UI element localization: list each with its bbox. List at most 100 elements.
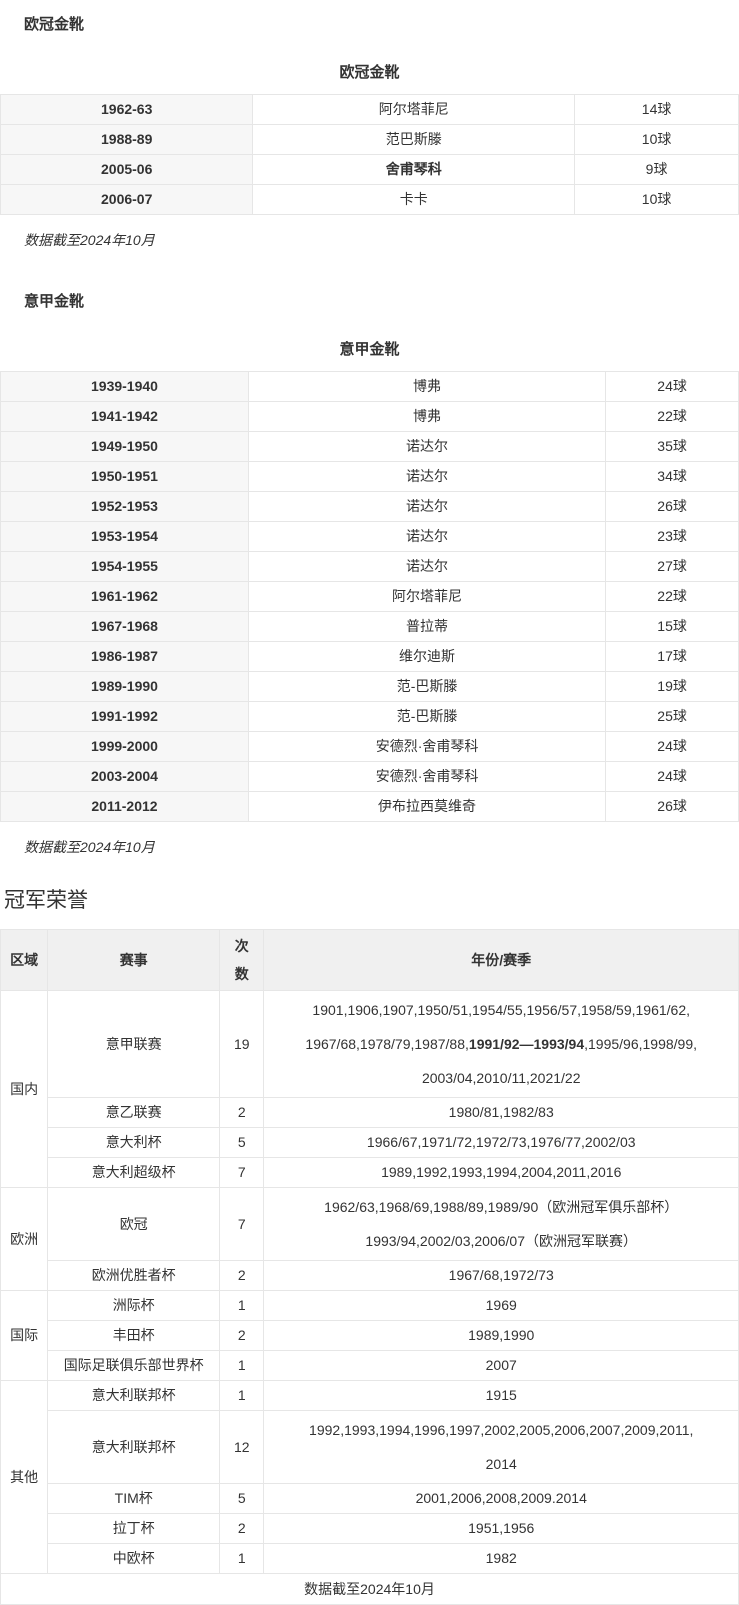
golden-boot-row: 1991-1992 范-巴斯滕 25球 bbox=[0, 701, 739, 732]
golden-boot-row: 1953-1954 诺达尔 23球 bbox=[0, 521, 739, 552]
data-cutoff-note: 数据截至2024年10月 bbox=[24, 232, 155, 248]
golden-boot-row: 1961-1962 阿尔塔菲尼 22球 bbox=[0, 581, 739, 612]
event-cell: 中欧杯 bbox=[47, 1543, 221, 1574]
season-cell: 1988-89 bbox=[0, 124, 254, 155]
golden-boot-row: 2006-07 卡卡 10球 bbox=[0, 184, 739, 215]
golden-boot-row: 2011-2012 伊布拉西莫维奇 26球 bbox=[0, 791, 739, 822]
honors-row: 拉丁杯 2 1951,1956 bbox=[1, 1513, 739, 1544]
goals-cell: 34球 bbox=[605, 461, 739, 492]
count-cell: 19 bbox=[219, 990, 265, 1098]
ucl-golden-boot-table: 1962-63 阿尔塔菲尼 14球 1988-89 范巴斯滕 10球 2005-06 舍甫琴科… bbox=[0, 94, 739, 215]
column-header-region: 区域 bbox=[0, 929, 49, 991]
golden-boot-row: 1988-89 范巴斯滕 10球 bbox=[0, 124, 739, 155]
region-cell: 国际 bbox=[0, 1290, 49, 1381]
goals-cell: 26球 bbox=[605, 491, 739, 522]
goals-cell: 24球 bbox=[605, 371, 739, 402]
season-cell: 1991-1992 bbox=[0, 701, 249, 732]
count-cell: 1 bbox=[219, 1380, 265, 1411]
honors-row: 意大利联邦杯 12 1992,1993,1994,1996,1997,2002,20… bbox=[1, 1410, 739, 1484]
golden-boot-row: 1949-1950 诺达尔 35球 bbox=[0, 431, 739, 462]
honors-row: 中欧杯 1 1982 bbox=[1, 1543, 739, 1574]
player-cell: 诺达尔 bbox=[247, 491, 607, 522]
player-cell: 维尔迪斯 bbox=[247, 641, 607, 672]
goals-cell: 19球 bbox=[605, 671, 739, 702]
honors-row: 丰田杯 2 1989,1990 bbox=[1, 1320, 739, 1351]
goals-cell: 9球 bbox=[574, 154, 739, 185]
years-cell: 1980/81,1982/83 bbox=[263, 1097, 739, 1128]
season-cell: 2006-07 bbox=[0, 184, 254, 215]
count-cell: 1 bbox=[219, 1543, 265, 1574]
season-cell: 1986-1987 bbox=[0, 641, 249, 672]
event-cell: 洲际杯 bbox=[47, 1290, 221, 1321]
years-cell: 1982 bbox=[263, 1543, 739, 1574]
goals-cell: 24球 bbox=[605, 731, 739, 762]
count-cell: 2 bbox=[219, 1320, 265, 1351]
season-cell: 1961-1962 bbox=[0, 581, 249, 612]
section-heading-ucl-golden-boot: 欧冠金靴 bbox=[24, 16, 85, 33]
event-cell: 意大利杯 bbox=[47, 1127, 221, 1158]
count-cell: 7 bbox=[219, 1187, 265, 1261]
event-cell: 意甲联赛 bbox=[47, 990, 221, 1098]
honors-row: 欧洲优胜者杯 2 1967/68,1972/73 bbox=[1, 1260, 739, 1291]
season-cell: 1941-1942 bbox=[0, 401, 249, 432]
region-cell: 国内 bbox=[0, 990, 49, 1188]
goals-cell: 24球 bbox=[605, 761, 739, 792]
goals-cell: 17球 bbox=[605, 641, 739, 672]
season-cell: 1962-63 bbox=[0, 94, 254, 125]
player-cell: 普拉蒂 bbox=[247, 611, 607, 642]
golden-boot-row: 1941-1942 博弗 22球 bbox=[0, 401, 739, 432]
honors-table: 区域 赛事 次数 年份/赛季 国内 意甲联赛 19 1901,1906,1907,19… bbox=[0, 929, 739, 1605]
season-cell: 1954-1955 bbox=[0, 551, 249, 582]
player-cell: 诺达尔 bbox=[247, 521, 607, 552]
event-cell: 欧洲优胜者杯 bbox=[47, 1260, 221, 1291]
season-cell: 1952-1953 bbox=[0, 491, 249, 522]
years-cell: 1951,1956 bbox=[263, 1513, 739, 1544]
column-header-years: 年份/赛季 bbox=[263, 929, 739, 991]
goals-cell: 26球 bbox=[605, 791, 739, 822]
player-cell: 诺达尔 bbox=[247, 461, 607, 492]
honors-footer-row: 数据截至2024年10月 bbox=[0, 1573, 739, 1605]
region-cell: 欧洲 bbox=[0, 1187, 49, 1291]
goals-cell: 22球 bbox=[605, 401, 739, 432]
player-cell: 卡卡 bbox=[252, 184, 576, 215]
player-cell: 博弗 bbox=[247, 401, 607, 432]
golden-boot-row: 1954-1955 诺达尔 27球 bbox=[0, 551, 739, 582]
honors-header-row: 区域 赛事 次数 年份/赛季 bbox=[0, 929, 739, 991]
honors-row: 国际足联俱乐部世界杯 1 2007 bbox=[1, 1350, 739, 1381]
season-cell: 1939-1940 bbox=[0, 371, 249, 402]
player-cell: 博弗 bbox=[247, 371, 607, 402]
player-cell: 范-巴斯滕 bbox=[247, 701, 607, 732]
count-cell: 5 bbox=[219, 1483, 265, 1514]
data-cutoff-note: 数据截至2024年10月 bbox=[24, 839, 155, 855]
honors-row: 国内 意甲联赛 19 1901,1906,1907,1950/51,1954/55,1… bbox=[0, 990, 739, 1188]
honors-row: TIM杯 5 2001,2006,2008,2009.2014 bbox=[1, 1483, 739, 1514]
event-cell: 丰田杯 bbox=[47, 1320, 221, 1351]
event-cell: TIM杯 bbox=[47, 1483, 221, 1514]
event-cell: 意大利超级杯 bbox=[47, 1157, 221, 1188]
event-cell: 欧冠 bbox=[47, 1187, 221, 1261]
years-cell: 1962/63,1968/69,1988/89,1989/90（欧洲冠军俱乐部杯… bbox=[263, 1187, 739, 1261]
goals-cell: 23球 bbox=[605, 521, 739, 552]
count-cell: 2 bbox=[219, 1513, 265, 1544]
season-cell: 1999-2000 bbox=[0, 731, 249, 762]
table-caption-seriea-golden-boot: 意甲金靴 bbox=[339, 341, 400, 358]
golden-boot-row: 1950-1951 诺达尔 34球 bbox=[0, 461, 739, 492]
years-cell: 1966/67,1971/72,1972/73,1976/77,2002/03 bbox=[263, 1127, 739, 1158]
years-cell: 2001,2006,2008,2009.2014 bbox=[263, 1483, 739, 1514]
honors-row: 意大利杯 5 1966/67,1971/72,1972/73,1976/77,200… bbox=[1, 1127, 739, 1158]
honors-row: 意大利超级杯 7 1989,1992,1993,1994,2004,2011,201… bbox=[1, 1157, 739, 1188]
goals-cell: 27球 bbox=[605, 551, 739, 582]
golden-boot-row: 2005-06 舍甫琴科 9球 bbox=[0, 154, 739, 185]
player-cell: 诺达尔 bbox=[247, 551, 607, 582]
years-cell: 1901,1906,1907,1950/51,1954/55,1956/57,1… bbox=[263, 990, 739, 1098]
event-cell: 意大利联邦杯 bbox=[47, 1410, 221, 1484]
season-cell: 1989-1990 bbox=[0, 671, 249, 702]
count-cell: 5 bbox=[219, 1127, 265, 1158]
golden-boot-row: 1986-1987 维尔迪斯 17球 bbox=[0, 641, 739, 672]
event-cell: 意乙联赛 bbox=[47, 1097, 221, 1128]
player-cell: 范-巴斯滕 bbox=[247, 671, 607, 702]
years-cell: 2007 bbox=[263, 1350, 739, 1381]
season-cell: 1953-1954 bbox=[0, 521, 249, 552]
section-heading-honors: 冠军荣誉 bbox=[4, 889, 88, 912]
honors-row: 欧洲 欧冠 7 1962/63,1968/69,1988/89,1989/90（欧洲冠… bbox=[0, 1187, 739, 1291]
